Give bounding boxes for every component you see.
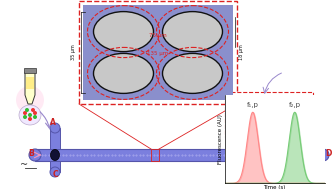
Bar <box>83 5 233 100</box>
Bar <box>251 149 259 161</box>
Bar <box>225 92 313 137</box>
Text: ~: ~ <box>20 160 28 170</box>
Text: f₂,p: f₂,p <box>289 101 301 108</box>
Text: D: D <box>325 149 331 158</box>
Ellipse shape <box>23 115 27 119</box>
Text: A: A <box>50 118 56 127</box>
Ellipse shape <box>273 96 281 104</box>
Bar <box>35 149 323 161</box>
Ellipse shape <box>50 123 60 133</box>
Ellipse shape <box>29 149 41 161</box>
Ellipse shape <box>94 12 154 52</box>
Ellipse shape <box>289 110 297 118</box>
Ellipse shape <box>243 96 251 104</box>
Bar <box>50 128 60 149</box>
Ellipse shape <box>19 105 41 125</box>
Ellipse shape <box>229 96 237 104</box>
Ellipse shape <box>239 106 247 114</box>
Text: B: B <box>28 149 34 158</box>
Ellipse shape <box>25 108 29 112</box>
Text: f₁,p: f₁,p <box>247 101 259 108</box>
X-axis label: Time (s): Time (s) <box>263 185 286 189</box>
Ellipse shape <box>50 167 60 177</box>
Ellipse shape <box>231 107 239 115</box>
Ellipse shape <box>229 114 237 122</box>
Text: 35 μm: 35 μm <box>72 45 77 60</box>
Ellipse shape <box>235 100 243 108</box>
Ellipse shape <box>275 107 283 115</box>
Ellipse shape <box>287 96 295 104</box>
Ellipse shape <box>245 110 253 118</box>
Ellipse shape <box>273 114 281 122</box>
Ellipse shape <box>317 149 329 161</box>
Text: 18 μm: 18 μm <box>239 45 244 60</box>
Bar <box>151 149 159 161</box>
Ellipse shape <box>31 108 35 112</box>
Bar <box>24 68 36 73</box>
Ellipse shape <box>163 53 222 93</box>
Ellipse shape <box>237 114 245 122</box>
Ellipse shape <box>33 111 37 115</box>
Bar <box>26 77 34 89</box>
Text: C: C <box>52 170 58 179</box>
Ellipse shape <box>283 106 291 114</box>
Ellipse shape <box>28 113 32 117</box>
Bar <box>50 161 60 172</box>
Y-axis label: Fluorescence (AU): Fluorescence (AU) <box>218 114 223 164</box>
Ellipse shape <box>16 86 44 114</box>
Ellipse shape <box>33 115 37 119</box>
Ellipse shape <box>28 117 32 121</box>
Text: 135 μm: 135 μm <box>148 50 168 56</box>
Ellipse shape <box>279 100 287 108</box>
PathPatch shape <box>25 72 35 104</box>
Ellipse shape <box>23 111 27 115</box>
Ellipse shape <box>281 114 289 122</box>
Ellipse shape <box>163 12 222 52</box>
Ellipse shape <box>51 149 60 160</box>
Ellipse shape <box>94 53 154 93</box>
Text: 75 μm: 75 μm <box>149 33 167 38</box>
Bar <box>79 1 237 104</box>
